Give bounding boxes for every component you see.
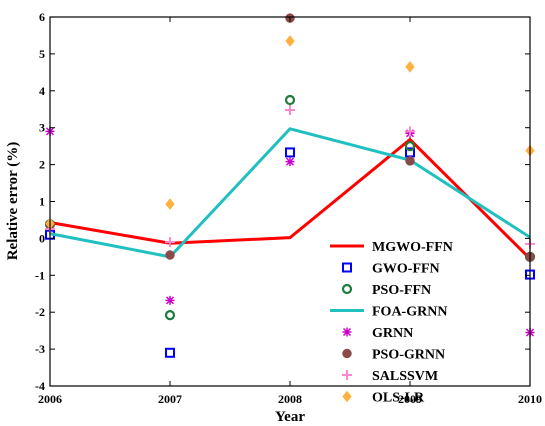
legend: MGWO-FFN GWO-FFN PSO-FFN FOA-GRNN GRNN PSO-GR… <box>330 240 453 406</box>
y-tick-label: 0 <box>39 231 45 245</box>
y-tick-label: -4 <box>35 379 45 393</box>
x-tick-label: 2006 <box>38 392 62 406</box>
y-tick-label: 6 <box>39 10 45 24</box>
x-tick-label: 2007 <box>158 392 182 406</box>
plot-area <box>50 17 530 386</box>
y-tick-label: 5 <box>39 47 45 61</box>
x-tick-label: 2010 <box>518 392 542 406</box>
data-point-pso-ffn-2009 <box>404 141 416 152</box>
data-point-pso-grnn-2007 <box>165 250 175 260</box>
x-tick-label: 2008 <box>278 392 302 406</box>
series-line-mgwo-ffn <box>49 137 532 260</box>
legend-swatch-grnn <box>342 327 352 337</box>
data-point-grnn-2008 <box>285 157 295 167</box>
legend-label-salssvm: SALSSVM <box>372 369 438 384</box>
y-tick-label: 4 <box>39 84 45 98</box>
series-line-foa-grnn <box>49 127 531 259</box>
legend-swatch-gwo-ffn <box>342 262 352 273</box>
y-tick-label: 1 <box>39 195 45 209</box>
y-tick-label: -2 <box>35 305 45 319</box>
x-axis-title: Year <box>275 409 305 425</box>
y-tick-label: 3 <box>39 121 45 135</box>
data-point-gwo-ffn-2008 <box>285 147 295 158</box>
x-tick-label: 2009 <box>398 392 422 406</box>
ticks-layer: 2006 2007 2008 2009 2010 -4 -3 -2 -1 0 1 2 3 4 5 6 <box>35 10 542 406</box>
y-tick-label: 2 <box>39 158 45 172</box>
legend-swatch-salssvm <box>342 370 352 380</box>
legend-label-ols-lr: OLS-LR <box>372 391 425 406</box>
data-point-pso-grnn-2009 <box>405 156 415 166</box>
data-point-salssvm-2008 <box>285 104 295 115</box>
legend-label-foa-grnn: FOA-GRNN <box>372 305 447 320</box>
data-point-salssvm-2009 <box>405 126 415 137</box>
legend-label-pso-grnn: PSO-GRNN <box>372 348 445 363</box>
data-point-pso-ffn-2008 <box>284 94 296 106</box>
data-point-grnn-2007 <box>165 295 175 305</box>
legend-swatch-pso-grnn <box>342 348 352 359</box>
data-point-gwo-ffn-2007 <box>165 347 175 358</box>
legend-label-mgwo-ffn: MGWO-FFN <box>372 240 453 255</box>
legend-swatch-ols-lr <box>342 390 352 403</box>
legend-label-grnn: GRNN <box>372 326 413 341</box>
data-point-ols-lr-2008 <box>285 35 295 47</box>
data-point-pso-ffn-2007 <box>164 310 176 321</box>
data-point-ols-lr-2007 <box>165 198 175 210</box>
data-point-salssvm-2007 <box>165 237 175 248</box>
legend-label-gwo-ffn: GWO-FFN <box>372 262 440 277</box>
legend-label-pso-ffn: PSO-FFN <box>372 283 431 298</box>
y-tick-label: -3 <box>35 342 45 356</box>
data-point-ols-lr-2009 <box>405 61 415 73</box>
legend-swatch-pso-ffn <box>341 283 353 295</box>
y-tick-label: -1 <box>35 268 45 282</box>
y-axis-title: Relative error (%) <box>5 142 21 261</box>
